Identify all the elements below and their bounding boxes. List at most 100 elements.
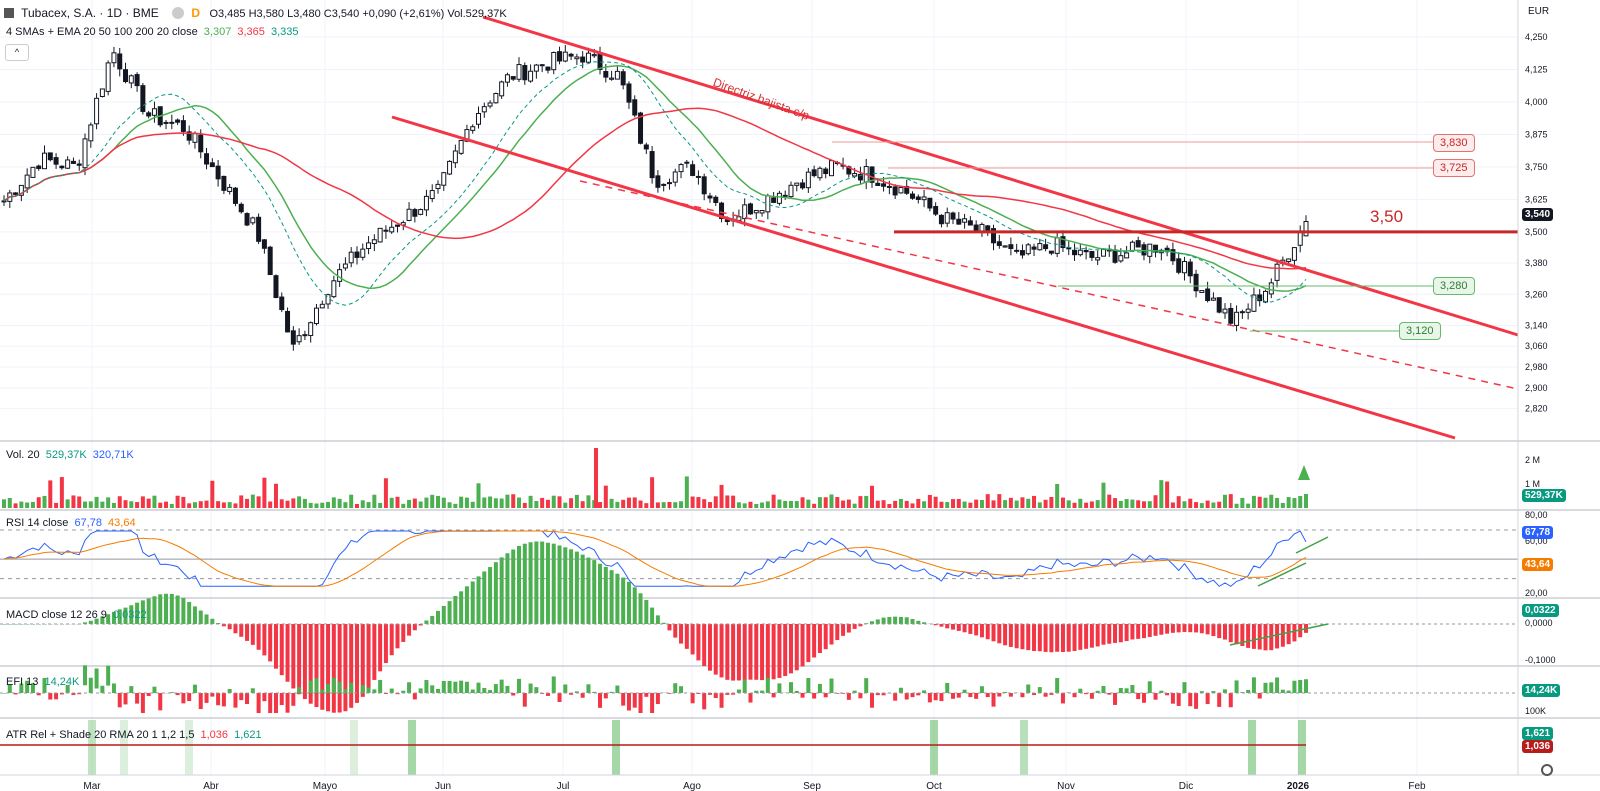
efi-bar [904, 693, 909, 700]
atr-shade [1020, 720, 1028, 775]
candle-body [649, 151, 655, 179]
efi-bar [528, 683, 533, 693]
atr-legend[interactable]: ATR Rel + Shade 20 RMA 20 1 1,2 1,5 1,03… [6, 729, 262, 741]
atr-label: ATR Rel + Shade 20 RMA 20 1 1,2 1,5 [6, 729, 195, 741]
macd-bar [291, 624, 296, 689]
efi-bar [1205, 693, 1210, 705]
macd-bar [383, 624, 388, 664]
volume-bar [927, 494, 932, 508]
macd-bar [898, 616, 903, 624]
efi-bar [679, 686, 684, 693]
macd-bar [418, 624, 423, 626]
macd-bar [731, 624, 736, 681]
currency-label[interactable]: EUR [1528, 6, 1550, 17]
volume-bar [48, 480, 53, 508]
efi-bar [788, 682, 793, 693]
candle-body [186, 131, 192, 141]
volume-bar [922, 501, 927, 508]
macd-bar [2, 624, 6, 625]
macd-bar [650, 607, 655, 624]
level-3830-tag[interactable]: 3,830 [1433, 134, 1475, 152]
volume-bar [476, 483, 481, 508]
volume-bar [302, 498, 307, 508]
volume-bar [198, 501, 203, 508]
candle-body [933, 206, 939, 215]
efi-bar [592, 691, 597, 693]
candle-body [1095, 257, 1101, 261]
efi-legend[interactable]: EFI 13 14,24K [6, 676, 79, 688]
collapse-button[interactable]: ^ [5, 44, 29, 61]
volume-spike-bar [594, 448, 598, 508]
macd-bar [1136, 624, 1141, 639]
efi-bar [158, 693, 163, 711]
candle-body [504, 74, 510, 83]
volume-bar [1263, 497, 1268, 508]
rsi-trend-arrow [1295, 536, 1329, 554]
volume-bars [2, 448, 1310, 508]
volume-bar [945, 502, 950, 508]
volume-bar [684, 476, 689, 508]
candle-body [18, 184, 24, 196]
interval-badge[interactable]: D [191, 6, 201, 20]
volume-bar [598, 502, 603, 508]
ma-legend[interactable]: 4 SMAs + EMA 20 50 100 200 20 close 3,30… [6, 26, 299, 38]
macd-bar [881, 617, 886, 624]
macd-bar [181, 597, 186, 624]
volume-bar [702, 499, 707, 508]
candle-body [973, 224, 979, 232]
vol-tick-1: 1 M [1525, 479, 1540, 489]
macd-bar [94, 618, 99, 624]
efi-bar [626, 693, 631, 711]
efi-bar [308, 680, 313, 693]
volume-bar [1124, 499, 1129, 508]
volume-bar [858, 496, 863, 508]
efi-bar [1170, 693, 1175, 704]
efi-bar [1269, 682, 1274, 693]
candle-body [209, 162, 215, 168]
candle-body [70, 160, 76, 164]
macd-bar [748, 624, 753, 680]
rsi-legend[interactable]: RSI 14 close 67,78 43,64 [6, 517, 136, 529]
efi-bar [297, 687, 302, 693]
macd-bar [175, 595, 180, 624]
symbol-header[interactable]: Tubacex, S.A. · 1D · BME D O3,485 H3,580… [4, 6, 507, 20]
macd-legend[interactable]: MACD close 12 26 9 0,0322 [6, 609, 147, 621]
candle-body [1210, 297, 1216, 301]
level-3120-tag[interactable]: 3,120 [1399, 322, 1441, 340]
volume-legend[interactable]: Vol. 20 529,37K 320,71K [6, 449, 134, 461]
macd-bar [517, 545, 522, 624]
efi-bar [447, 680, 452, 693]
efi-bar [436, 689, 440, 693]
macd-bar [806, 624, 811, 663]
macd-bar [1072, 624, 1077, 651]
building-icon [4, 8, 14, 18]
volume-bar [430, 494, 435, 508]
macd-bar [1234, 624, 1239, 645]
efi-bar [794, 690, 799, 693]
efi-bar [441, 680, 446, 693]
level-3280-tag[interactable]: 3,280 [1433, 277, 1475, 295]
level-3725-tag[interactable]: 3,725 [1433, 159, 1475, 177]
candle-body [1234, 311, 1240, 326]
drawings[interactable] [391, 15, 1519, 440]
candle-body [487, 102, 493, 107]
volume-bar [152, 495, 157, 508]
efi-bar [152, 686, 157, 693]
efi-bar [1153, 693, 1158, 700]
volume-bar [343, 502, 348, 508]
efi-bar [1246, 689, 1251, 693]
efi-bar [1055, 678, 1060, 693]
macd-bar [476, 576, 481, 624]
atr-shade [350, 720, 358, 775]
candle-body [1077, 249, 1083, 256]
macd-bar [667, 624, 672, 631]
y-tick-7: 3,380 [1525, 258, 1548, 268]
candle-body [163, 121, 169, 124]
efi-bar [632, 693, 637, 708]
macd-bar [777, 624, 782, 678]
volume-bar [2, 499, 6, 508]
x-tick-0: Mar [83, 781, 101, 791]
settings-gear-icon[interactable] [1541, 764, 1553, 776]
x-tick-8: Nov [1057, 781, 1075, 791]
